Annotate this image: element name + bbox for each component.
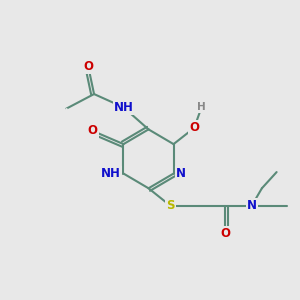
Text: O: O — [83, 60, 93, 73]
Text: H: H — [197, 102, 206, 112]
Text: O: O — [220, 227, 230, 240]
Text: O: O — [189, 122, 199, 134]
Text: NH: NH — [101, 167, 121, 180]
Text: O: O — [88, 124, 98, 137]
Text: NH: NH — [114, 101, 134, 114]
Text: S: S — [167, 200, 175, 212]
Text: N: N — [247, 200, 256, 212]
Text: N: N — [176, 167, 186, 180]
